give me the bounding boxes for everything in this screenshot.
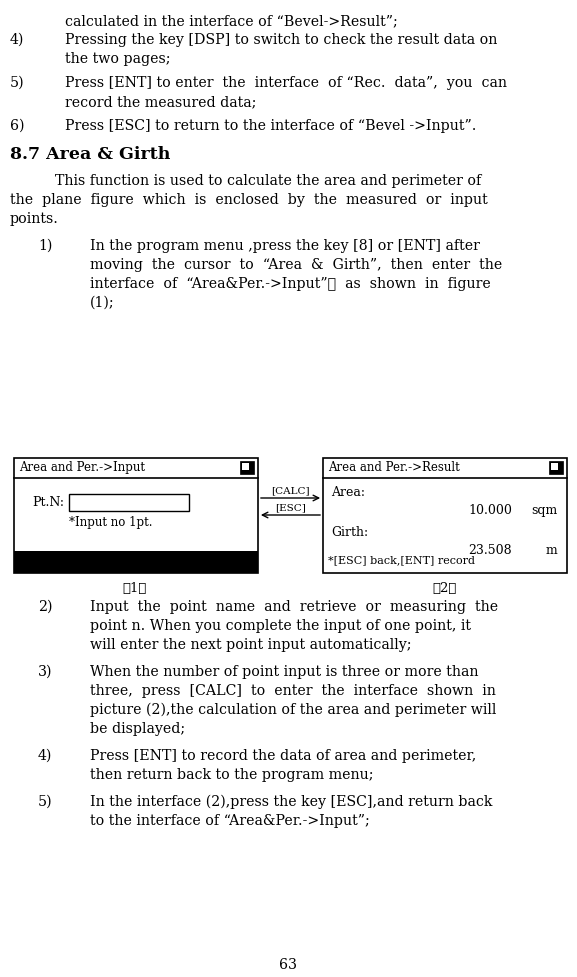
Bar — [14, 458, 258, 573]
Text: 4): 4) — [38, 749, 53, 763]
Text: 6): 6) — [10, 119, 24, 133]
Bar — [549, 461, 563, 474]
Bar — [551, 463, 558, 470]
Text: (1);: (1); — [90, 296, 115, 310]
Bar — [192, 551, 258, 573]
Text: Area:: Area: — [331, 486, 365, 499]
Text: m: m — [545, 544, 557, 557]
Text: Press [ENT] to enter  the  interface  of “Rec.  data”,  you  can: Press [ENT] to enter the interface of “R… — [65, 76, 507, 90]
Text: 5): 5) — [38, 795, 53, 809]
Text: 23.508: 23.508 — [469, 544, 512, 557]
Text: （1）: （1） — [123, 582, 147, 595]
Text: the two pages;: the two pages; — [65, 52, 170, 66]
Text: Area and Per.->Input: Area and Per.->Input — [19, 461, 145, 474]
Text: Girth:: Girth: — [331, 526, 368, 539]
Text: picture (2),the calculation of the area and perimeter will: picture (2),the calculation of the area … — [90, 703, 496, 717]
Text: [ESC]: [ESC] — [275, 503, 306, 512]
Text: 2): 2) — [38, 600, 53, 614]
Text: points.: points. — [10, 212, 59, 226]
Bar — [242, 463, 249, 470]
Text: Pt.N:: Pt.N: — [32, 496, 64, 509]
Text: 63: 63 — [279, 958, 298, 972]
Text: Input  the  point  name  and  retrieve  or  measuring  the: Input the point name and retrieve or mea… — [90, 600, 498, 614]
Text: When the number of point input is three or more than: When the number of point input is three … — [90, 665, 478, 679]
Bar — [14, 551, 70, 573]
Bar — [126, 551, 192, 573]
Text: *[ESC] back,[ENT] record: *[ESC] back,[ENT] record — [328, 555, 475, 565]
Text: 1): 1) — [38, 239, 53, 253]
Text: MEAS: MEAS — [22, 556, 62, 569]
Text: record the measured data;: record the measured data; — [65, 95, 256, 109]
Text: point n. When you complete the input of one point, it: point n. When you complete the input of … — [90, 619, 471, 633]
Text: then return back to the program menu;: then return back to the program menu; — [90, 768, 373, 782]
Text: （2）: （2） — [433, 582, 457, 595]
Text: This function is used to calculate the area and perimeter of: This function is used to calculate the a… — [55, 174, 481, 188]
Text: the  plane  figure  which  is  enclosed  by  the  measured  or  input: the plane figure which is enclosed by th… — [10, 193, 488, 207]
Text: three,  press  [CALC]  to  enter  the  interface  shown  in: three, press [CALC] to enter the interfa… — [90, 684, 496, 698]
Bar — [69, 494, 189, 511]
Text: Press [ESC] to return to the interface of “Bevel ->Input”.: Press [ESC] to return to the interface o… — [65, 119, 477, 133]
Text: CALC: CALC — [80, 556, 116, 569]
Text: *Input no 1pt.: *Input no 1pt. — [69, 516, 152, 529]
Bar — [70, 551, 126, 573]
Text: Pressing the key [DSP] to switch to check the result data on: Pressing the key [DSP] to switch to chec… — [65, 33, 497, 47]
Text: 10.000: 10.000 — [468, 504, 512, 517]
Text: KNOWN: KNOWN — [132, 556, 186, 569]
Text: 3): 3) — [38, 665, 53, 679]
Text: Press [ENT] to record the data of area and perimeter,: Press [ENT] to record the data of area a… — [90, 749, 476, 763]
Bar — [323, 458, 567, 573]
Text: In the program menu ,press the key [8] or [ENT] after: In the program menu ,press the key [8] o… — [90, 239, 480, 253]
Text: Area and Per.->Result: Area and Per.->Result — [328, 461, 460, 474]
Text: moving  the  cursor  to  “Area  &  Girth”,  then  enter  the: moving the cursor to “Area & Girth”, the… — [90, 258, 502, 272]
Text: [CALC]: [CALC] — [271, 486, 310, 495]
Text: In the interface (2),press the key [ESC],and return back: In the interface (2),press the key [ESC]… — [90, 795, 492, 809]
Text: calculated in the interface of “Bevel->Result”;: calculated in the interface of “Bevel->R… — [65, 14, 398, 28]
Bar — [240, 461, 254, 474]
Text: 5): 5) — [10, 76, 25, 90]
Text: sqm: sqm — [531, 504, 557, 517]
Text: will enter the next point input automatically;: will enter the next point input automati… — [90, 638, 411, 652]
Text: be displayed;: be displayed; — [90, 722, 185, 736]
Text: to the interface of “Area&Per.->Input”;: to the interface of “Area&Per.->Input”; — [90, 814, 370, 828]
Text: interface  of  “Area&Per.->Input”，  as  shown  in  figure: interface of “Area&Per.->Input”， as show… — [90, 277, 491, 291]
Text: 8.7 Area & Girth: 8.7 Area & Girth — [10, 146, 170, 163]
Text: QUIT: QUIT — [208, 556, 242, 569]
Text: 4): 4) — [10, 33, 24, 47]
